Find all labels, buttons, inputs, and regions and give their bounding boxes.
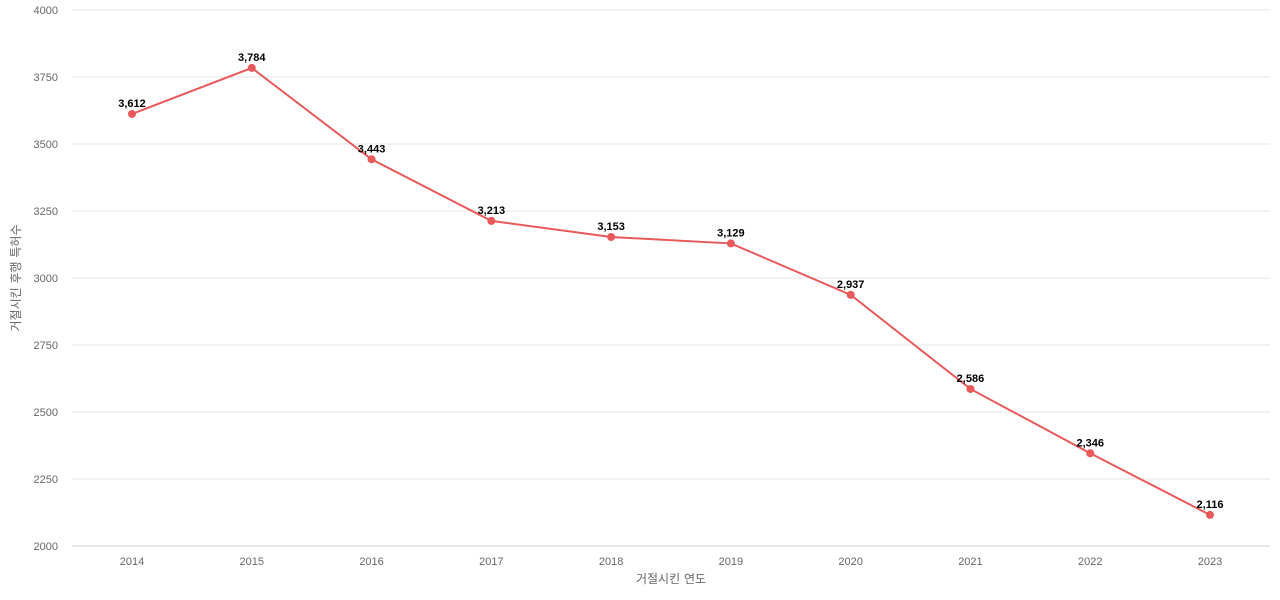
y-tick-label: 2750 [34,340,58,352]
x-tick-label: 2017 [479,556,503,568]
x-tick-labels: 2014 2015 2016 2017 2018 2019 2020 2021 2022 2023 [120,556,1222,568]
y-gridlines [72,9,1270,480]
series-line [131,66,1211,516]
y-tick-label: 2000 [34,541,58,553]
data-label: 3,129 [717,227,745,239]
data-point [726,239,735,248]
data-point [128,109,136,118]
x-tick-label: 2020 [838,556,862,568]
data-point [846,290,855,299]
x-tick-label: 2021 [958,556,982,568]
y-tick-labels: 2000 2250 2500 2750 3000 3250 3500 3750 4000 [34,5,58,553]
x-tick-label: 2019 [719,556,743,568]
y-tick-label: 2500 [34,407,58,419]
y-tick-label: 2250 [34,474,58,486]
data-label: 2,116 [1197,499,1224,511]
x-tick-label: 2015 [240,556,264,568]
data-label: 2,586 [957,373,985,385]
data-label: 3,612 [118,98,146,110]
x-tick-label: 2014 [120,556,144,568]
data-point [1206,510,1214,519]
x-tick-label: 2018 [599,556,623,568]
data-point [607,232,616,241]
x-tick-label: 2023 [1198,556,1222,568]
y-tick-label: 3500 [34,139,58,151]
x-tick-label: 2016 [359,556,383,568]
x-axis-title: 거절시킨 연도 [636,572,706,586]
data-label: 3,153 [597,221,625,233]
data-point [367,155,376,164]
y-tick-label: 3250 [34,206,58,218]
data-label: 3,784 [238,52,266,64]
x-tick-label: 2022 [1078,556,1102,568]
data-label: 2,346 [1076,437,1104,449]
data-point [966,384,975,393]
data-label: 3,213 [478,205,506,217]
data-label: 2,937 [837,279,865,291]
y-tick-label: 3750 [34,72,58,84]
data-labels: 3,612 3,784 3,443 3,213 3,153 3,129 2,937 2,586… [118,52,1223,511]
data-point [247,63,256,72]
data-point [487,216,496,225]
y-tick-label: 4000 [34,5,58,17]
y-axis-title: 거절시킨 후행 특허수 [8,225,23,332]
data-point [1086,449,1095,458]
data-points [128,63,1214,519]
data-label: 3,443 [358,143,386,155]
y-tick-label: 3000 [34,273,58,285]
